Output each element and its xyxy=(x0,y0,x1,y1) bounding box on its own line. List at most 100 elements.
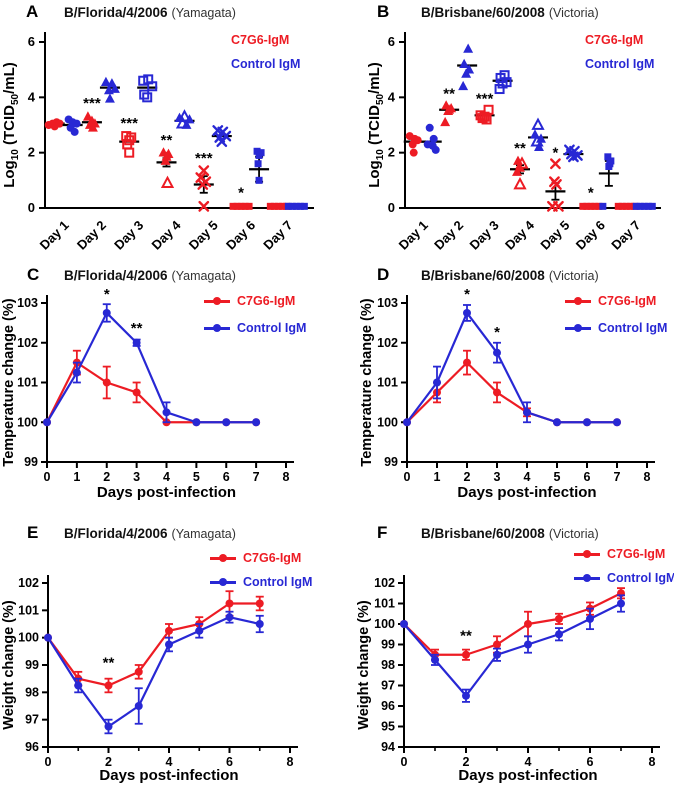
svg-text:2: 2 xyxy=(463,755,470,769)
svg-text:4: 4 xyxy=(388,89,396,104)
svg-text:**: ** xyxy=(103,655,115,672)
svg-text:Days post-infection: Days post-infection xyxy=(99,767,238,784)
panel-letter: F xyxy=(377,523,388,542)
svg-text:6: 6 xyxy=(587,755,594,769)
svg-text:Day 4: Day 4 xyxy=(148,217,184,253)
panel-title: B/Florida/4/2006 (Yamagata) xyxy=(64,525,236,543)
svg-text:Day 7: Day 7 xyxy=(260,218,295,253)
legend-marker-c7g6-icon xyxy=(210,554,236,563)
svg-text:102: 102 xyxy=(377,336,398,350)
svg-text:95: 95 xyxy=(381,720,395,734)
legend-item-control: Control IgM xyxy=(237,321,307,335)
svg-text:98: 98 xyxy=(25,685,39,699)
svg-text:**: ** xyxy=(161,132,173,149)
svg-text:101: 101 xyxy=(377,376,398,390)
panel-d: D B/Brisbane/60/2008 (Victoria) 99 100 101 1… xyxy=(337,260,674,520)
svg-text:0: 0 xyxy=(404,470,411,484)
chart-a-viral-titer: 0 2 4 6 Day 1 Day 2 Day 3 Day 4 Day 5 Day 6 Day 7 *… xyxy=(1,32,314,253)
chart-e-weight: 96 97 98 99 100 101 102 0 2 4 6 8 ** Days post-infect… xyxy=(1,575,298,784)
panel-b: B B/Brisbane/60/2008 (Victoria) 0 2 4 6 Day 1… xyxy=(337,0,674,260)
legend-marker-control-icon xyxy=(565,324,591,333)
svg-text:Temperature change (%): Temperature change (%) xyxy=(1,298,17,466)
svg-text:2: 2 xyxy=(105,755,112,769)
svg-text:Day 2: Day 2 xyxy=(74,218,109,253)
svg-text:96: 96 xyxy=(381,699,395,713)
svg-text:99: 99 xyxy=(25,658,39,672)
svg-text:*: * xyxy=(588,184,594,201)
panel-f: F B/Brisbane/60/2008 (Victoria) 94 95 96 97 9… xyxy=(337,520,674,789)
panel-letter: B xyxy=(377,2,390,21)
svg-text:98: 98 xyxy=(381,658,395,672)
legend-marker-c7g6-icon xyxy=(574,550,600,559)
svg-text:Day 2: Day 2 xyxy=(431,218,466,253)
panel-letter: D xyxy=(377,265,390,284)
svg-text:***: *** xyxy=(476,90,494,107)
svg-text:Weight change (%): Weight change (%) xyxy=(1,600,17,730)
svg-text:97: 97 xyxy=(25,713,39,727)
strain-name: B/Florida/4/2006 xyxy=(64,526,168,541)
strain-name: B/Brisbane/60/2008 xyxy=(421,268,545,283)
legend-item-c7g6: C7G6-IgM xyxy=(607,547,666,561)
svg-text:Day 6: Day 6 xyxy=(573,218,608,253)
svg-text:Day 3: Day 3 xyxy=(111,218,146,253)
svg-text:Log10 (TCID50/mL): Log10 (TCID50/mL) xyxy=(366,62,386,188)
legend-marker-control-icon xyxy=(574,574,600,583)
svg-text:*: * xyxy=(238,184,244,201)
chart-d-temperature: 99 100 101 102 103 0 1 2 3 4 5 6 7 8 * * Days post-infec… xyxy=(359,286,655,501)
panel-letter: E xyxy=(27,523,39,542)
svg-text:101: 101 xyxy=(374,597,395,611)
svg-text:99: 99 xyxy=(381,638,395,652)
svg-text:4: 4 xyxy=(166,755,173,769)
svg-text:6: 6 xyxy=(584,470,591,484)
svg-text:7: 7 xyxy=(614,470,621,484)
svg-text:100: 100 xyxy=(18,631,39,645)
panel-c: C B/Florida/4/2006 (Yamagata) 99 100 101 102… xyxy=(0,260,337,520)
svg-text:**: ** xyxy=(514,140,526,157)
svg-text:Temperature change (%): Temperature change (%) xyxy=(359,298,375,466)
lineage-name: (Yamagata) xyxy=(171,269,236,283)
svg-text:**: ** xyxy=(131,320,143,337)
svg-text:Day 3: Day 3 xyxy=(467,218,502,253)
svg-text:6: 6 xyxy=(28,34,35,49)
svg-text:0: 0 xyxy=(44,470,51,484)
legend-item-control: Control IgM xyxy=(607,571,674,585)
svg-text:94: 94 xyxy=(381,740,395,754)
legend-item-control: Control IgM xyxy=(243,575,313,589)
legend: C7G6-IgM Control IgM xyxy=(231,28,300,76)
panel-title: B/Brisbane/60/2008 (Victoria) xyxy=(421,4,599,22)
svg-text:6: 6 xyxy=(226,755,233,769)
svg-text:5: 5 xyxy=(554,470,561,484)
svg-text:1: 1 xyxy=(73,470,80,484)
legend: C7G6-IgM Control IgM xyxy=(204,291,306,338)
svg-text:0: 0 xyxy=(401,755,408,769)
svg-text:100: 100 xyxy=(377,415,398,429)
svg-text:***: *** xyxy=(83,95,101,112)
svg-text:2: 2 xyxy=(388,145,395,160)
panel-title: B/Brisbane/60/2008 (Victoria) xyxy=(421,525,599,543)
lineage-name: (Victoria) xyxy=(548,527,599,541)
panel-title: B/Florida/4/2006 (Yamagata) xyxy=(64,267,236,285)
strain-name: B/Florida/4/2006 xyxy=(64,5,168,20)
svg-text:8: 8 xyxy=(287,755,294,769)
svg-text:Days post-infection: Days post-infection xyxy=(457,484,596,501)
svg-text:99: 99 xyxy=(24,455,38,469)
legend-item-control: Control IgM xyxy=(585,57,655,71)
chart-f-weight: 94 95 96 97 98 99 100 101 102 0 2 4 6 8 ** Days post-in… xyxy=(356,575,660,784)
legend: C7G6-IgM Control IgM xyxy=(210,548,312,592)
legend-item-control: Control IgM xyxy=(598,321,668,335)
svg-text:100: 100 xyxy=(17,415,38,429)
svg-text:6: 6 xyxy=(223,470,230,484)
svg-text:8: 8 xyxy=(649,755,656,769)
svg-text:101: 101 xyxy=(18,603,39,617)
svg-text:Day 5: Day 5 xyxy=(186,218,221,253)
legend: C7G6-IgM Control IgM xyxy=(585,28,654,76)
legend-item-c7g6: C7G6-IgM xyxy=(231,33,290,47)
svg-text:Day 6: Day 6 xyxy=(223,218,258,253)
legend: C7G6-IgM Control IgM xyxy=(565,291,667,338)
svg-text:Day 5: Day 5 xyxy=(537,218,572,253)
strain-name: B/Brisbane/60/2008 xyxy=(421,5,545,20)
svg-text:Weight change (%): Weight change (%) xyxy=(356,600,372,730)
svg-text:4: 4 xyxy=(28,89,36,104)
panel-a: A B/Florida/4/2006 (Yamagata) 0 2 4 6 Day 1 Da… xyxy=(0,0,337,260)
